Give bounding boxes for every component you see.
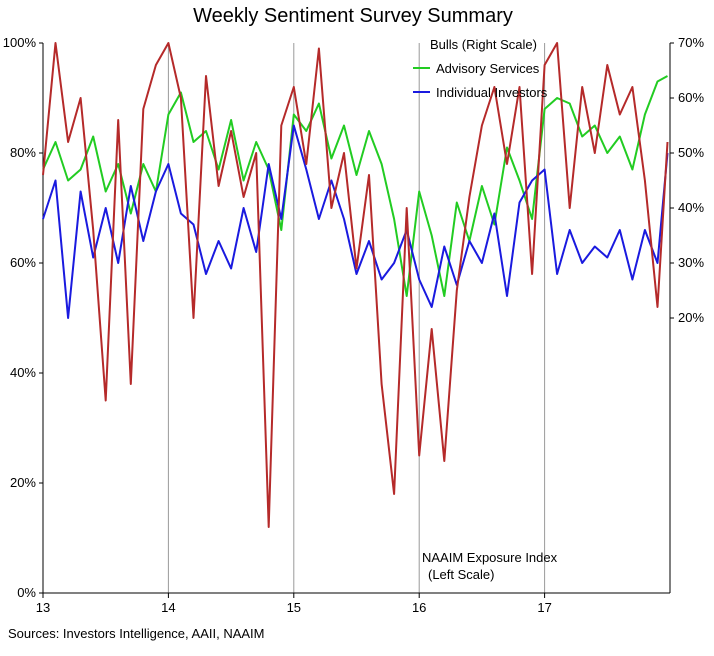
x-axis-ticks: 13 14 15 16 17 xyxy=(36,593,552,615)
right-tick-label: 20% xyxy=(678,310,704,325)
left-axis-ticks: 0% 20% 40% 60% 80% 100% xyxy=(3,35,43,600)
series-lines xyxy=(42,42,669,528)
naaim-exposure-line xyxy=(42,42,669,528)
right-tick-label: 40% xyxy=(678,200,704,215)
right-tick-label: 70% xyxy=(678,35,704,50)
x-tick-label: 15 xyxy=(287,600,301,615)
left-tick-label: 20% xyxy=(10,475,36,490)
right-axis-ticks: 20% 30% 40% 50% 60% 70% xyxy=(670,35,704,325)
x-tick-label: 17 xyxy=(537,600,551,615)
legend: Bulls (Right Scale) Advisory Services In… xyxy=(413,37,548,100)
right-tick-label: 50% xyxy=(678,145,704,160)
left-tick-label: 80% xyxy=(10,145,36,160)
left-tick-label: 60% xyxy=(10,255,36,270)
left-tick-label: 100% xyxy=(3,35,37,50)
vertical-gridlines xyxy=(167,43,546,593)
x-tick-label: 14 xyxy=(161,600,175,615)
axes xyxy=(42,43,671,594)
individual-investors-line xyxy=(42,124,669,319)
right-tick-label: 60% xyxy=(678,90,704,105)
x-tick-label: 13 xyxy=(36,600,50,615)
source-note: Sources: Investors Intelligence, AAII, N… xyxy=(8,626,265,641)
left-tick-label: 0% xyxy=(17,585,36,600)
naaim-note-line2: (Left Scale) xyxy=(428,567,494,582)
x-tick-label: 16 xyxy=(412,600,426,615)
legend-header: Bulls (Right Scale) xyxy=(430,37,537,52)
chart-title: Weekly Sentiment Survey Summary xyxy=(193,5,513,27)
left-tick-label: 40% xyxy=(10,365,36,380)
legend-label-individual: Individual Investors xyxy=(436,85,548,100)
legend-label-advisory: Advisory Services xyxy=(436,61,540,76)
right-tick-label: 30% xyxy=(678,255,704,270)
naaim-note-line1: NAAIM Exposure Index xyxy=(422,550,558,565)
advisory-services-line xyxy=(42,75,668,297)
